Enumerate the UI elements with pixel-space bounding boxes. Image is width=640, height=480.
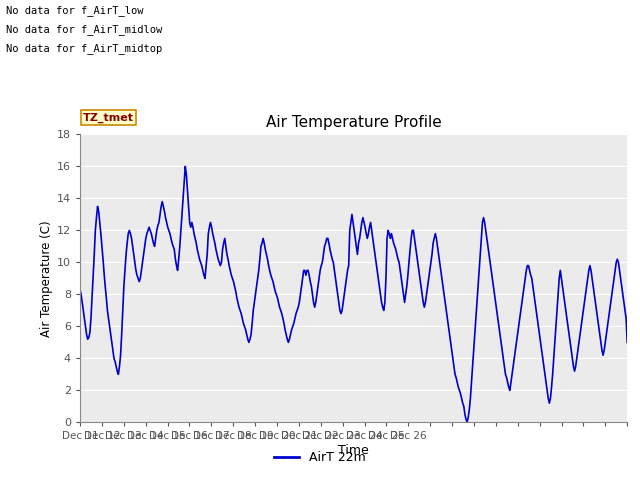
Title: Air Temperature Profile: Air Temperature Profile <box>266 116 442 131</box>
Legend: AirT 22m: AirT 22m <box>269 446 371 469</box>
Text: No data for f_AirT_low: No data for f_AirT_low <box>6 5 144 16</box>
Y-axis label: Air Temperature (C): Air Temperature (C) <box>40 220 52 336</box>
Text: TZ_tmet: TZ_tmet <box>83 113 134 123</box>
Text: No data for f_AirT_midlow: No data for f_AirT_midlow <box>6 24 163 35</box>
X-axis label: Time: Time <box>338 444 369 457</box>
Text: No data for f_AirT_midtop: No data for f_AirT_midtop <box>6 43 163 54</box>
